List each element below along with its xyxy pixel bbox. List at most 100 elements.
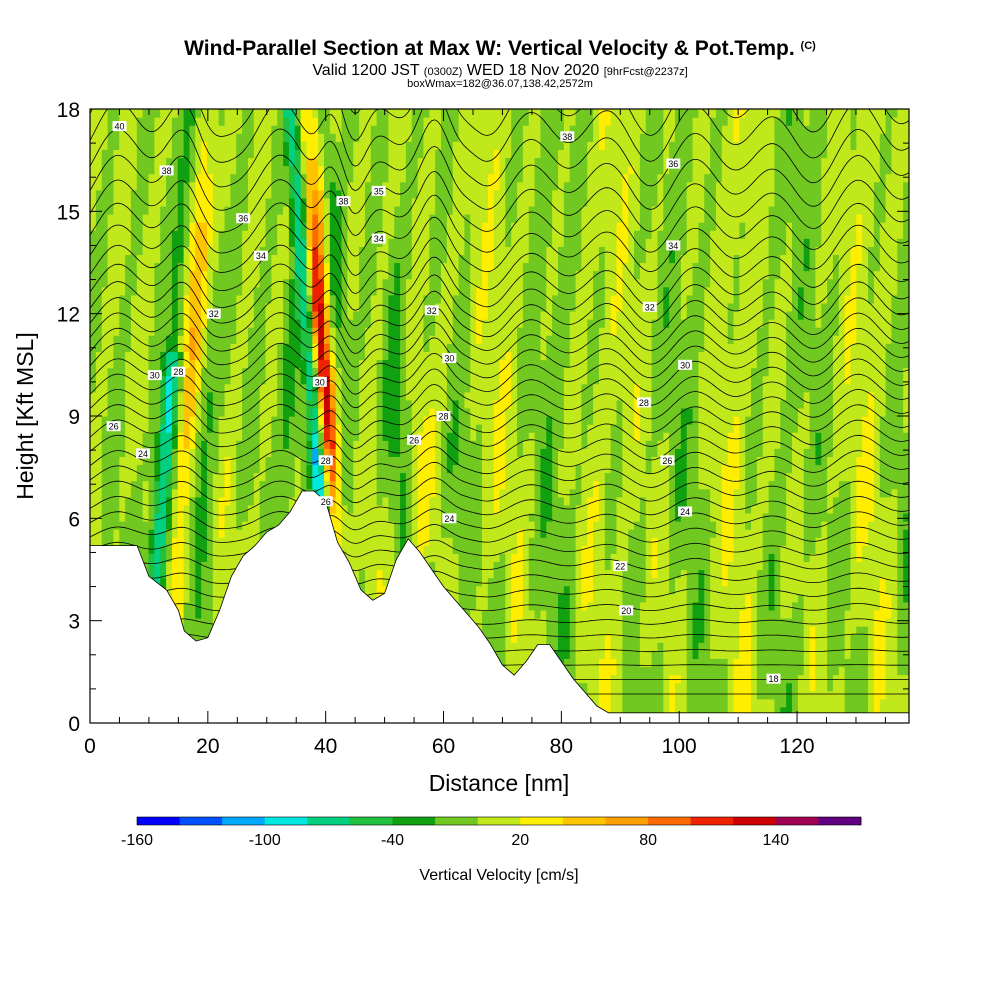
- velocity-cell: [639, 189, 659, 199]
- velocity-cell: [815, 302, 822, 312]
- velocity-cell: [470, 416, 495, 425]
- velocity-cell: [405, 157, 419, 167]
- velocity-cell: [271, 173, 290, 183]
- velocity-cell: [136, 141, 155, 150]
- velocity-cell: [558, 609, 571, 619]
- velocity-cell: [686, 230, 699, 239]
- velocity-cell: [364, 205, 384, 215]
- velocity-cell: [797, 286, 805, 296]
- velocity-cell: [528, 537, 577, 546]
- velocity-cell: [130, 205, 150, 215]
- velocity-cell: [821, 456, 828, 466]
- velocity-cell: [645, 117, 664, 126]
- colorbar-swatch: [520, 817, 564, 825]
- velocity-cell: [166, 553, 173, 563]
- velocity-cell: [505, 553, 512, 563]
- velocity-cell: [329, 181, 337, 191]
- velocity-cell: [318, 310, 325, 320]
- velocity-cell: [107, 399, 126, 409]
- velocity-cell: [558, 480, 577, 490]
- velocity-cell: [774, 149, 828, 159]
- velocity-cell: [792, 432, 811, 441]
- x-axis-title: Distance [nm]: [429, 770, 570, 796]
- velocity-cell: [610, 310, 618, 320]
- velocity-cell: [417, 157, 436, 167]
- velocity-cell: [230, 343, 249, 352]
- velocity-cell: [616, 262, 623, 272]
- velocity-cell: [692, 149, 711, 159]
- velocity-cell: [376, 375, 384, 385]
- velocity-cell: [581, 577, 594, 587]
- velocity-cell: [411, 537, 419, 546]
- velocity-cell: [809, 399, 834, 409]
- velocity-cell: [680, 416, 694, 425]
- velocity-cell: [242, 278, 261, 288]
- velocity-cell: [745, 230, 770, 239]
- velocity-cell: [686, 189, 705, 199]
- velocity-cell: [90, 416, 103, 425]
- velocity-cell: [517, 214, 530, 223]
- velocity-cell: [546, 609, 559, 619]
- velocity-cell: [505, 189, 518, 199]
- velocity-cell: [511, 141, 524, 150]
- velocity-cell: [786, 690, 793, 700]
- velocity-cell: [388, 117, 413, 126]
- velocity-cell: [329, 488, 337, 498]
- theta-contour-line: [90, 492, 909, 517]
- velocity-cell: [862, 432, 875, 441]
- velocity-cell: [645, 593, 688, 603]
- velocity-cell: [663, 286, 670, 296]
- velocity-cell: [768, 577, 776, 587]
- velocity-cell: [558, 246, 582, 256]
- velocity-cell: [522, 319, 542, 328]
- velocity-cell: [645, 496, 670, 506]
- velocity-cell: [423, 327, 436, 336]
- velocity-cell: [575, 521, 588, 530]
- velocity-cell: [558, 472, 577, 482]
- velocity-cell: [470, 319, 477, 328]
- velocity-cell: [587, 197, 623, 207]
- velocity-cell: [838, 254, 852, 264]
- velocity-cell: [470, 262, 483, 272]
- velocity-cell: [125, 391, 150, 401]
- velocity-cell: [189, 577, 196, 587]
- velocity-cell: [411, 117, 425, 126]
- velocity-cell: [511, 238, 530, 247]
- velocity-cell: [329, 424, 337, 433]
- velocity-cell: [154, 133, 173, 142]
- velocity-cell: [598, 496, 606, 506]
- velocity-cell: [236, 472, 255, 482]
- velocity-cell: [376, 359, 384, 369]
- velocity-cell: [101, 149, 114, 159]
- velocity-cell: [154, 270, 173, 280]
- velocity-cell: [604, 650, 612, 659]
- velocity-cell: [359, 383, 378, 393]
- velocity-cell: [581, 472, 606, 482]
- velocity-cell: [868, 246, 881, 256]
- velocity-cell: [195, 456, 202, 466]
- velocity-cell: [441, 456, 448, 466]
- velocity-cell: [177, 496, 191, 506]
- velocity-cell: [341, 222, 348, 231]
- velocity-cell: [400, 294, 407, 304]
- velocity-cell: [733, 327, 758, 336]
- velocity-cell: [797, 706, 846, 716]
- velocity-cell: [873, 278, 898, 288]
- velocity-cell: [283, 424, 290, 433]
- velocity-cell: [400, 440, 413, 449]
- velocity-cell: [721, 141, 776, 150]
- velocity-cell: [774, 448, 793, 457]
- velocity-cell: [90, 504, 103, 514]
- velocity-cell: [891, 165, 909, 175]
- velocity-cell: [329, 254, 343, 264]
- velocity-cell: [827, 569, 852, 579]
- velocity-cell: [476, 424, 483, 433]
- velocity-cell: [441, 440, 448, 449]
- velocity-cell: [879, 416, 904, 425]
- velocity-cell: [903, 545, 909, 554]
- velocity-cell: [312, 440, 319, 449]
- velocity-cell: [575, 593, 582, 603]
- velocity-cell: [815, 262, 834, 272]
- velocity-cell: [540, 343, 547, 352]
- velocity-cell: [827, 488, 840, 498]
